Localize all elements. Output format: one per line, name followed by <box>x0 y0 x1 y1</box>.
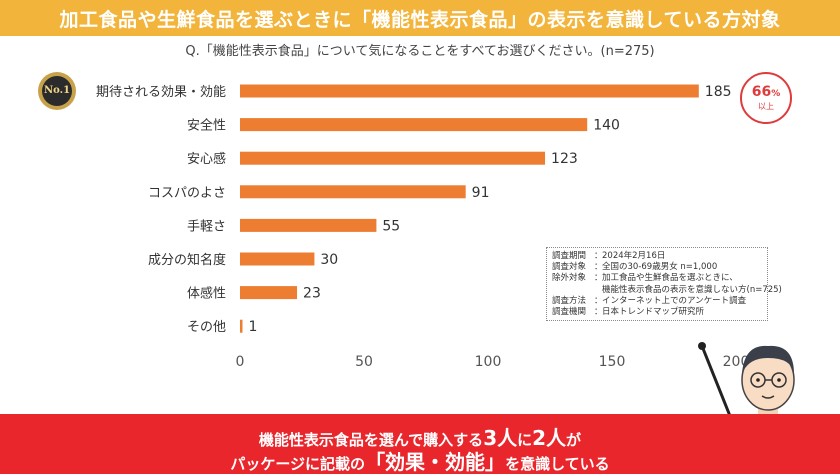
survey-note-value: 日本トレンドマップ研究所 <box>602 307 705 318</box>
survey-note-value: 加工食品や生鮮食品を選ぶときに、 <box>602 273 738 284</box>
banner-line-1: 機能性表示食品を選んで購入する3人に2人が <box>258 426 582 450</box>
value-label: 91 <box>472 185 490 201</box>
survey-note-row: 機能性表示食品の表示を意識しない方(n=725) <box>552 285 782 296</box>
bar <box>240 252 315 266</box>
value-label: 30 <box>320 252 338 268</box>
category-label: 手軽さ <box>187 219 226 234</box>
x-tick-label: 150 <box>599 354 626 370</box>
survey-note-row: 調査機関 ：日本トレンドマップ研究所 <box>552 307 762 318</box>
value-label: 185 <box>705 84 732 100</box>
bar <box>240 118 588 132</box>
value-label: 123 <box>551 151 578 167</box>
survey-note-key: 調査対象 <box>552 262 587 273</box>
badge-percent: 66% <box>751 84 781 100</box>
survey-note-row: 除外対象 ：加工食品や生鮮食品を選ぶときに、 <box>552 273 762 284</box>
survey-note-value: 2024年2月16日 <box>602 251 666 261</box>
survey-note-row: 調査期間 ： 2024年2月16日 <box>552 251 762 262</box>
survey-note-key <box>552 285 594 296</box>
survey-note-key: 調査機関 <box>552 307 587 318</box>
survey-note-row: 調査対象 ：全国の30-69歳男女 n=1,000 <box>552 262 762 273</box>
survey-note-sep: ： <box>594 251 603 261</box>
category-label: 期待される効果・効能 <box>96 85 226 100</box>
survey-note-key: 調査方法 <box>552 295 587 306</box>
category-label: 安心感 <box>187 151 226 167</box>
survey-note: 調査期間： 2024年2月16日 調査対象：全国の30-69歳男女 n=1,000 除… <box>546 247 782 321</box>
badge-sub: 以上 <box>758 102 774 111</box>
survey-note-sep: ： <box>594 273 603 284</box>
survey-note-value: 全国の30-69歳男女 n=1,000 <box>602 262 718 273</box>
bar <box>240 218 377 232</box>
survey-note-sep: ： <box>594 307 603 318</box>
bar <box>240 319 243 333</box>
survey-note-value: インターネット上でのアンケート調査 <box>602 295 747 306</box>
title-bar: 加工食品や生鮮食品を選ぶときに「機能性表示食品」の表示を意識している方対象 <box>0 0 840 36</box>
x-tick-label: 200 <box>723 354 750 370</box>
question-text: Q.「機能性表示食品」について気になることをすべてお選びください。(n=275) <box>185 44 655 59</box>
category-label: 成分の知名度 <box>148 252 226 268</box>
survey-note-value: 機能性表示食品の表示を意識しない方(n=725) <box>602 284 782 295</box>
x-tick-label: 100 <box>475 354 502 370</box>
survey-note-sep <box>594 285 602 296</box>
x-tick-label: 0 <box>236 354 245 370</box>
category-label: 体感性 <box>187 286 226 302</box>
value-label: 55 <box>382 218 400 234</box>
survey-note-sep: ： <box>594 262 603 273</box>
value-label: 1 <box>248 319 257 335</box>
category-label: コスパのよさ <box>148 186 226 201</box>
bottom-banner: 機能性表示食品を選んで購入する3人に2人が パッケージに記載の「効果・効能」を意… <box>0 414 840 474</box>
survey-note-row: 調査方法 ：インターネット上でのアンケート調査 <box>552 296 762 307</box>
category-label: 安全性 <box>187 118 226 134</box>
banner-line-2: パッケージに記載の「効果・効能」を意識している <box>230 450 610 474</box>
bar <box>240 84 699 98</box>
survey-note-key: 調査期間 <box>552 251 587 261</box>
percent-badge: 66% 以上 <box>740 72 792 124</box>
value-label: 140 <box>593 118 620 134</box>
page-title: 加工食品や生鮮食品を選ぶときに「機能性表示食品」の表示を意識している方対象 <box>59 8 781 31</box>
bar <box>240 151 546 165</box>
medal-label: No.1 <box>42 76 72 106</box>
survey-note-sep: ： <box>594 295 603 306</box>
category-label: その他 <box>187 320 226 335</box>
bar <box>240 286 298 300</box>
no1-medal-icon: No.1 <box>38 72 76 110</box>
bar <box>240 185 466 199</box>
value-label: 23 <box>303 286 321 302</box>
x-tick-label: 50 <box>355 354 373 370</box>
survey-note-key: 除外対象 <box>552 273 587 284</box>
